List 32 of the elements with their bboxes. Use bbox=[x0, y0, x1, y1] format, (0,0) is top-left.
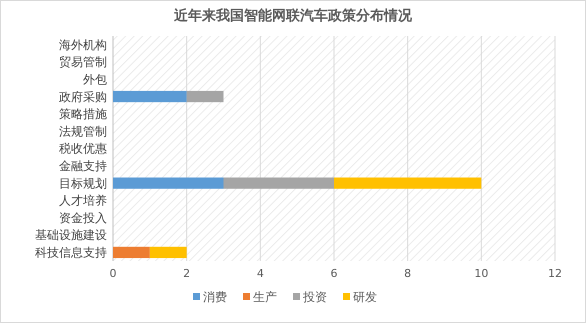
x-tick-label: 6 bbox=[330, 267, 338, 280]
chart-title: 近年来我国智能网联汽车政策分布情况 bbox=[173, 7, 413, 24]
y-tick-label: 贸易管制 bbox=[59, 55, 107, 70]
y-tick-label: 基础设施建设 bbox=[35, 228, 107, 242]
bar bbox=[186, 90, 224, 102]
bar bbox=[224, 178, 334, 189]
x-tick-label: 10 bbox=[474, 267, 488, 280]
y-tick-label: 政府采购 bbox=[59, 90, 107, 104]
y-tick-label: 外包 bbox=[83, 72, 107, 86]
legend-label: 投资 bbox=[302, 290, 327, 304]
bar bbox=[150, 246, 187, 258]
legend-label: 生产 bbox=[253, 290, 277, 304]
y-tick-label: 海外机构 bbox=[59, 38, 107, 52]
y-tick-label: 金融支持 bbox=[59, 159, 107, 174]
y-tick-label: 税收优惠 bbox=[59, 142, 107, 156]
x-tick-label: 8 bbox=[404, 267, 412, 280]
y-tick-label: 人才培养 bbox=[59, 194, 107, 208]
bar bbox=[113, 178, 224, 189]
x-tick-label: 12 bbox=[548, 267, 562, 280]
y-tick-label: 目标规划 bbox=[59, 176, 107, 190]
y-tick-label: 资金投入 bbox=[59, 210, 107, 225]
y-tick-label: 科技信息支持 bbox=[35, 246, 107, 260]
y-tick-label: 法规管制 bbox=[59, 124, 107, 138]
bar bbox=[113, 90, 187, 102]
legend-label: 消费 bbox=[203, 290, 227, 304]
y-tick-label: 策略措施 bbox=[59, 107, 107, 122]
x-tick-label: 0 bbox=[110, 267, 116, 280]
x-tick-label: 2 bbox=[183, 267, 190, 280]
bar bbox=[113, 246, 150, 258]
x-tick-label: 4 bbox=[256, 267, 264, 280]
bar bbox=[334, 178, 482, 189]
legend-label: 研发 bbox=[353, 290, 377, 304]
